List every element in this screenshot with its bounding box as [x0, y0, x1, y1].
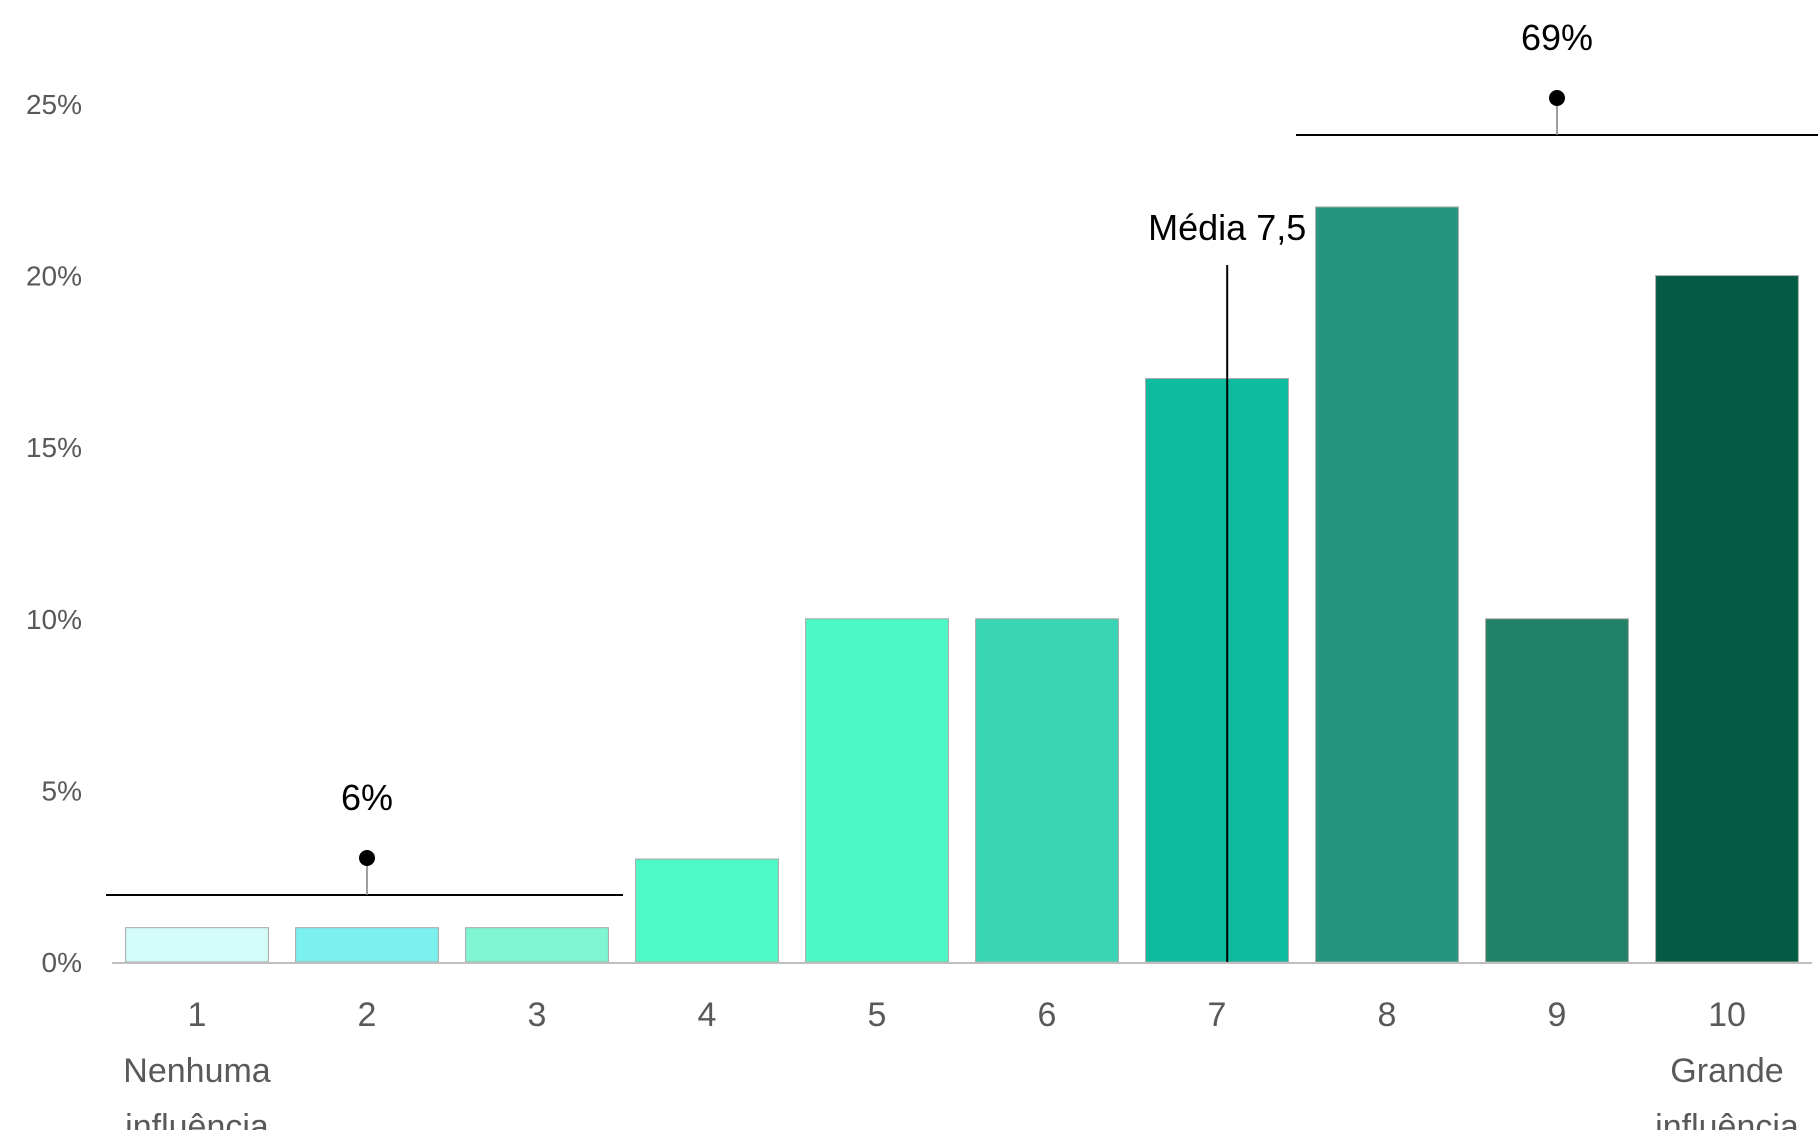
x-tick-label: 10	[1708, 996, 1746, 1034]
x-endpoint-label-low: Nenhuma	[123, 1052, 271, 1090]
bar-3	[465, 927, 609, 963]
bar-5	[805, 618, 949, 963]
x-endpoint-label-low: influência	[125, 1108, 269, 1130]
group-annotation: 69%	[1296, 17, 1818, 136]
x-endpoint-label-high: Grande	[1670, 1052, 1783, 1090]
x-endpoint-label-high: influência	[1655, 1108, 1799, 1130]
bar-7	[1145, 378, 1289, 963]
x-tick-label: 9	[1548, 996, 1567, 1034]
y-tick-label: 25%	[26, 89, 82, 120]
x-tick-label: 5	[868, 996, 887, 1034]
y-tick-label: 5%	[42, 775, 82, 806]
group-pin-dot	[1549, 90, 1565, 106]
bar-4	[635, 858, 779, 963]
bar-9	[1485, 618, 1629, 963]
x-tick-label: 4	[698, 996, 717, 1034]
bars	[125, 206, 1799, 963]
bar-10	[1655, 275, 1799, 963]
y-axis: 0% 5% 10% 15% 20% 25%	[26, 89, 82, 978]
group-annotation: 6%	[106, 777, 623, 896]
x-tick-label: 3	[528, 996, 547, 1034]
group-annotations: 6% 69%	[106, 17, 1818, 896]
y-tick-label: 0%	[42, 947, 82, 978]
y-tick-label: 15%	[26, 432, 82, 463]
group-pin-dot	[359, 850, 375, 866]
y-tick-label: 20%	[26, 261, 82, 292]
x-tick-label: 7	[1208, 996, 1227, 1034]
bar-2	[295, 927, 439, 963]
group-label: 69%	[1521, 17, 1593, 58]
bar-1	[125, 927, 269, 963]
mean-label: Média 7,5	[1148, 207, 1306, 248]
y-tick-label: 10%	[26, 604, 82, 635]
bar-6	[975, 618, 1119, 963]
x-axis: 1 2 3 4 5 6 7 8 9 10 Nenhuma influência Grande influê…	[123, 996, 1799, 1130]
x-tick-label: 2	[358, 996, 377, 1034]
bar-8	[1315, 206, 1459, 963]
group-label: 6%	[341, 777, 393, 818]
mean-marker: Média 7,5	[1148, 207, 1306, 962]
x-tick-label: 6	[1038, 996, 1057, 1034]
x-tick-label: 8	[1378, 996, 1397, 1034]
x-tick-label: 1	[188, 996, 207, 1034]
